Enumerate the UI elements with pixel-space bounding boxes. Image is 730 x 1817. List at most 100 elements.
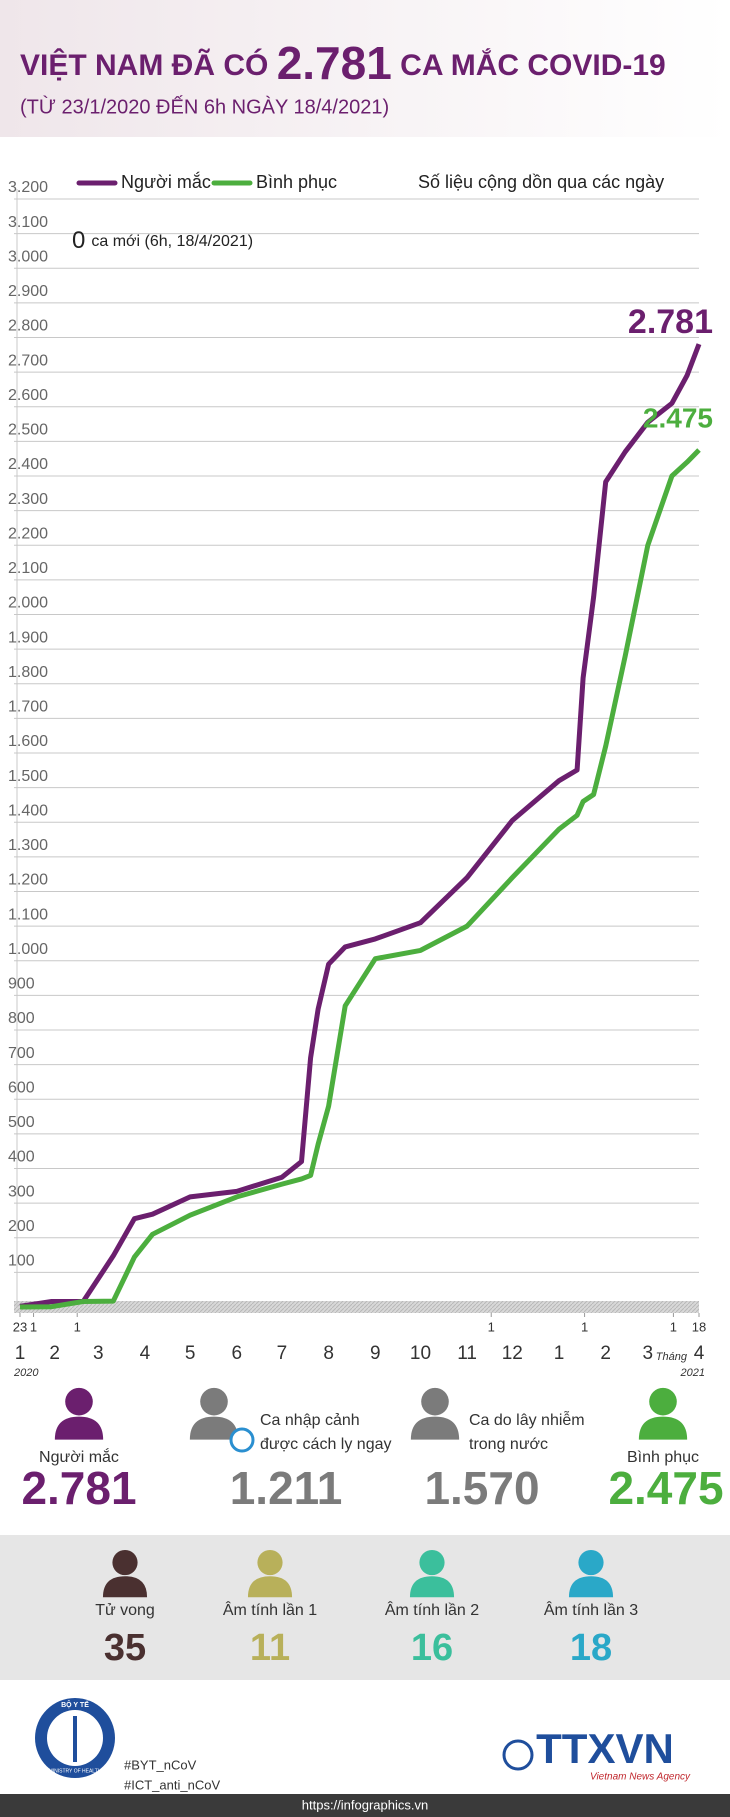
- y-tick-label: 2.300: [8, 491, 48, 508]
- person-icon: [421, 1387, 449, 1416]
- y-tick-label: 400: [8, 1149, 35, 1166]
- month-label: 4: [694, 1343, 705, 1364]
- month-label: 8: [323, 1343, 334, 1364]
- hashtag: #ICT_anti_nCoV: [124, 1777, 220, 1792]
- x-tick-label: 1: [488, 1319, 495, 1334]
- stat-label: Âm tính lần 1: [223, 1600, 317, 1619]
- x-tick-label: 18: [692, 1319, 706, 1334]
- url-bar: [0, 1794, 730, 1817]
- title-suffix: CA MẮC COVID-19: [400, 48, 666, 82]
- month-label: 6: [232, 1343, 243, 1364]
- end-label: 2.781: [628, 303, 713, 341]
- y-tick-label: 1.200: [8, 872, 48, 889]
- y-tick-label: 3.100: [8, 214, 48, 231]
- person-icon: [568, 1576, 614, 1598]
- y-tick-label: 2.900: [8, 283, 48, 300]
- person-icon: [409, 1576, 455, 1598]
- month-label: 3: [643, 1343, 654, 1364]
- y-tick-label: 2.000: [8, 595, 48, 612]
- y-tick-label: 2.600: [8, 387, 48, 404]
- y-tick-label: 1.600: [8, 733, 48, 750]
- agency-logo: TTXVN: [536, 1725, 674, 1772]
- year-label: 2021: [680, 1367, 705, 1379]
- y-tick-label: 300: [8, 1183, 35, 1200]
- new-cases: 0 ca mới (6h, 18/4/2021): [72, 227, 253, 254]
- url: https://infographics.vn: [302, 1797, 428, 1812]
- y-tick-label: 1.100: [8, 906, 48, 923]
- y-tick-label: 800: [8, 1010, 35, 1027]
- copyright-icon: [502, 1739, 534, 1771]
- y-tick-label: 200: [8, 1218, 35, 1235]
- series-line: [19, 448, 701, 1310]
- y-tick-label: 1.300: [8, 837, 48, 854]
- stat-label: Ca do lây nhiễm: [469, 1410, 585, 1429]
- person-icon: [410, 1416, 460, 1440]
- month-label: 4: [140, 1343, 151, 1364]
- month-label: 11: [457, 1343, 477, 1364]
- stat-label: Tử vong: [95, 1602, 155, 1619]
- person-icon: [257, 1549, 283, 1576]
- person-icon: [200, 1387, 228, 1416]
- stat-label: trong nước: [469, 1436, 548, 1453]
- title: VIỆT NAM ĐÃ CÓ 2.781 CA MẮC COVID-19: [20, 37, 666, 89]
- person-icon: [189, 1416, 239, 1440]
- month-label: 12: [502, 1343, 523, 1364]
- header-band: [0, 0, 730, 137]
- month-label: 1: [554, 1343, 565, 1364]
- person-icon: [649, 1387, 677, 1416]
- y-tick-label: 2.400: [8, 456, 48, 473]
- y-tick-label: 1.400: [8, 802, 48, 819]
- y-tick-label: 2.800: [8, 318, 48, 335]
- y-tick-label: 700: [8, 1045, 35, 1062]
- y-tick-label: 2.500: [8, 422, 48, 439]
- stat-label: Người mắc: [39, 1447, 119, 1466]
- month-label: 7: [277, 1343, 288, 1364]
- y-tick-label: 600: [8, 1079, 35, 1096]
- stat-value: 1.570: [424, 1462, 539, 1514]
- month-label: 5: [185, 1343, 196, 1364]
- person-icon: [638, 1416, 688, 1440]
- month-word: Tháng: [656, 1351, 688, 1363]
- stat-value: 1.211: [230, 1462, 343, 1514]
- y-tick-label: 2.100: [8, 560, 48, 577]
- month-label: 1: [15, 1343, 26, 1364]
- stat-value: 16: [411, 1627, 453, 1669]
- globe-icon: [229, 1427, 255, 1453]
- month-label: 2: [49, 1343, 60, 1364]
- y-tick-label: 1.500: [8, 768, 48, 785]
- hashtag: #BYT_nCoV: [124, 1757, 197, 1772]
- y-tick-label: 900: [8, 976, 35, 993]
- person-icon: [247, 1576, 293, 1598]
- x-tick-label: 1: [670, 1319, 677, 1334]
- title-prefix: VIỆT NAM ĐÃ CÓ: [20, 48, 268, 82]
- title-number: 2.781: [277, 37, 392, 89]
- person-icon: [65, 1387, 93, 1416]
- stat-value: 18: [570, 1627, 612, 1669]
- stat-value: 2.475: [608, 1462, 723, 1514]
- y-tick-label: 100: [8, 1253, 35, 1270]
- stat-label: Ca nhập cảnh: [260, 1412, 360, 1429]
- month-label: 9: [370, 1343, 381, 1364]
- x-tick-label: 1: [581, 1319, 588, 1334]
- y-tick-label: 3.200: [8, 179, 48, 196]
- month-label: 3: [93, 1343, 104, 1364]
- end-label: 2.475: [643, 402, 713, 433]
- new-cases-value: 0: [72, 227, 85, 254]
- y-tick-label: 1.800: [8, 664, 48, 681]
- chart-note: Số liệu cộng dồn qua các ngày: [418, 172, 664, 192]
- axis-band: [14, 1301, 699, 1313]
- x-tick-label: 1: [74, 1319, 81, 1334]
- y-tick-label: 2.700: [8, 352, 48, 369]
- stat-value: 11: [250, 1627, 290, 1669]
- person-icon: [419, 1549, 445, 1576]
- person-icon: [578, 1549, 604, 1576]
- x-tick-label: 1: [30, 1319, 37, 1334]
- logo-text: BỘ Y TẾ: [61, 1699, 89, 1709]
- person-icon: [112, 1549, 138, 1576]
- series-line: [19, 343, 702, 1309]
- y-tick-label: 1.900: [8, 629, 48, 646]
- stat-value: 2.781: [21, 1462, 136, 1514]
- y-tick-label: 2.200: [8, 525, 48, 542]
- stat-label: Âm tính lần 2: [385, 1600, 479, 1619]
